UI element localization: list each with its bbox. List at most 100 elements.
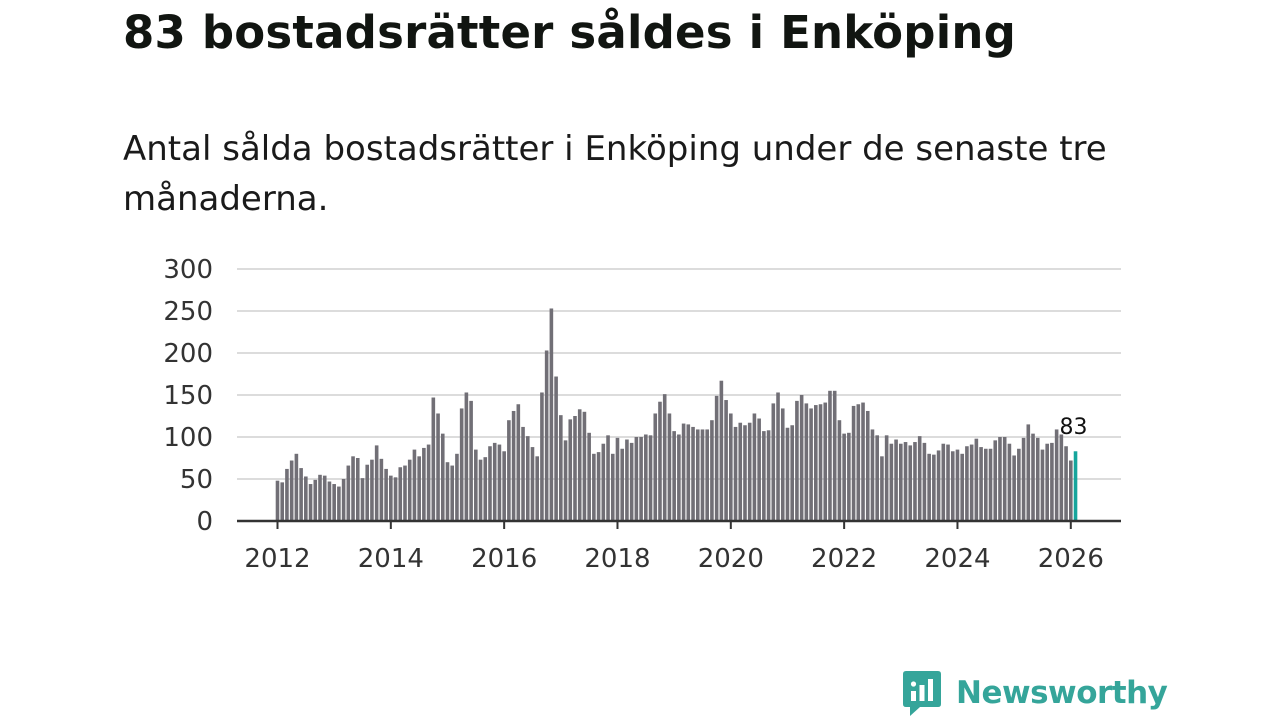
bar: [1017, 448, 1021, 521]
bar: [771, 403, 776, 521]
x-axis-ticks: 2012 2014 2016 2018 2020 2022 2024 2026: [244, 521, 1104, 574]
bar: [426, 444, 431, 521]
bar: [993, 440, 998, 521]
bar: [304, 476, 308, 521]
x-tick-label: 2020: [698, 544, 764, 574]
bar: [998, 437, 1002, 521]
bar: [497, 444, 502, 521]
bar: [346, 465, 351, 521]
bar: [917, 436, 922, 521]
bar: [294, 453, 299, 521]
brand-name: Newsworthy: [956, 675, 1168, 711]
bar: [639, 437, 643, 521]
bar: [280, 482, 285, 521]
bar: [814, 405, 818, 521]
bar: [894, 439, 898, 521]
bar: [563, 440, 568, 521]
bar: [965, 446, 969, 521]
y-tick-label: 200: [163, 339, 213, 369]
bar: [445, 462, 450, 521]
bar: [695, 429, 700, 521]
bar: [979, 447, 983, 521]
bar: [455, 453, 459, 521]
bars: [275, 308, 1078, 521]
bar: [837, 420, 842, 521]
bar: [899, 443, 903, 521]
bar: [1064, 446, 1068, 521]
bar: [672, 431, 676, 521]
bar: [922, 442, 927, 521]
bar: [313, 479, 318, 521]
bar: [903, 442, 908, 521]
bar: [1026, 424, 1031, 521]
bar: [662, 394, 667, 521]
y-tick-label: 50: [180, 465, 213, 495]
bar: [540, 392, 544, 521]
bar: [766, 430, 771, 521]
bar: [658, 401, 662, 521]
bar: [492, 442, 497, 521]
bar: [780, 408, 785, 521]
bar: [851, 405, 856, 521]
bar: [478, 459, 483, 521]
bar: [549, 308, 554, 521]
bar: [289, 460, 294, 521]
bar: [582, 411, 587, 521]
y-axis-ticks: 0 50 100 150 200 250 300: [163, 255, 213, 537]
bar: [988, 448, 993, 521]
bar: [393, 477, 398, 521]
bar: [275, 480, 280, 521]
bar: [483, 457, 488, 521]
bar: [544, 350, 549, 521]
bar: [431, 397, 436, 521]
bar: [355, 458, 360, 521]
y-tick-label: 150: [163, 381, 213, 411]
bar: [667, 413, 672, 521]
bar: [653, 413, 658, 521]
bar: [1012, 455, 1016, 521]
bar: [681, 423, 686, 521]
bar: [1021, 437, 1026, 521]
last-value-label: 83: [1060, 415, 1088, 440]
bar: [729, 413, 733, 521]
bar: [322, 475, 327, 521]
bar: [422, 447, 426, 521]
bar: [984, 448, 988, 521]
chart-subtitle: Antal sålda bostadsrätter i Enköping und…: [123, 129, 1107, 219]
newsworthy-logo: Newsworthy: [902, 668, 1168, 718]
bar: [507, 420, 511, 521]
bar: [828, 390, 832, 521]
bar: [700, 429, 705, 521]
bar: [601, 443, 606, 521]
bar: [932, 454, 936, 521]
bar: [459, 408, 464, 521]
bar: [927, 453, 931, 521]
y-tick-label: 100: [163, 423, 213, 453]
bar: [865, 410, 870, 521]
bar: [285, 468, 289, 521]
bar: [450, 465, 455, 521]
bar: [502, 451, 506, 521]
bar: [913, 442, 917, 521]
bar: [823, 402, 828, 521]
bar: [370, 459, 374, 521]
bar: [941, 443, 946, 521]
bar: [861, 402, 865, 521]
bar: [705, 429, 709, 521]
bar: [856, 404, 861, 521]
bar-highlight: [1073, 451, 1078, 521]
bar: [752, 413, 757, 521]
bar: [525, 436, 530, 521]
bar: [960, 453, 964, 521]
bar: [733, 426, 738, 521]
bar: [610, 453, 615, 521]
bar: [714, 395, 719, 521]
x-tick-label: 2012: [244, 544, 310, 574]
bar: [762, 431, 766, 521]
bar: [403, 465, 407, 521]
bar: [946, 444, 950, 521]
bar: [677, 434, 681, 521]
bar: [875, 435, 879, 521]
bar: [1002, 437, 1007, 521]
bar: [889, 443, 894, 521]
